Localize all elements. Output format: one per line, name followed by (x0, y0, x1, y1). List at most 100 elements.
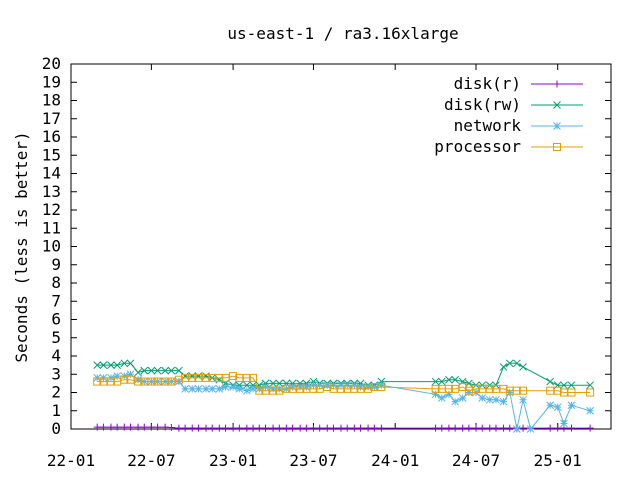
data-point (188, 384, 197, 393)
x-tick-label: 22-07 (127, 451, 175, 470)
y-tick-label: 12 (42, 200, 61, 219)
y-tick-label: 19 (42, 72, 61, 91)
data-point (188, 424, 196, 432)
data-point (167, 366, 176, 375)
data-point (567, 388, 576, 397)
data-point (269, 424, 277, 432)
data-point (120, 375, 129, 384)
data-point (505, 359, 514, 368)
data-point (445, 424, 453, 432)
data-point (202, 373, 210, 382)
legend-marker (553, 101, 561, 109)
data-point (229, 383, 237, 391)
legend-marker (553, 143, 561, 151)
data-point (323, 424, 331, 432)
y-tick-label: 6 (51, 310, 61, 329)
data-point (255, 424, 263, 432)
data-point (302, 424, 310, 432)
data-point (431, 390, 440, 399)
data-point (194, 384, 203, 393)
data-point (255, 386, 264, 395)
y-tick-label: 13 (42, 182, 61, 201)
data-point (99, 377, 108, 386)
x-tick-label: 22-01 (47, 451, 95, 470)
data-point (282, 384, 291, 393)
data-point (202, 384, 210, 393)
plot-frame (70, 63, 612, 430)
data-point (444, 384, 453, 393)
y-tick-label: 3 (51, 364, 61, 383)
data-point (222, 424, 230, 432)
data-point (377, 383, 386, 392)
data-point (519, 424, 527, 432)
data-point (147, 423, 155, 431)
data-point (309, 424, 317, 432)
x-tick-label: 24-07 (452, 451, 500, 470)
data-point (113, 372, 122, 380)
data-point (126, 359, 135, 368)
data-point (161, 366, 169, 375)
data-point (451, 424, 459, 432)
data-point (567, 381, 576, 390)
data-point (134, 375, 142, 384)
data-point (459, 424, 467, 432)
data-point (560, 419, 568, 428)
data-point (175, 366, 183, 375)
data-point (445, 375, 453, 384)
data-point (377, 381, 386, 390)
data-point (229, 424, 237, 432)
y-tick-label: 0 (51, 419, 61, 438)
data-point (215, 424, 223, 432)
data-point (188, 373, 197, 382)
data-point (288, 384, 297, 393)
y-tick-label: 8 (51, 273, 61, 292)
data-point (275, 424, 283, 432)
legend-label: disk(r) (454, 74, 521, 93)
data-point (140, 366, 149, 375)
data-point (451, 375, 459, 384)
data-point (519, 395, 527, 404)
y-tick-label: 1 (51, 401, 61, 420)
data-point (127, 423, 135, 431)
x-tick-label: 23-01 (209, 451, 257, 470)
data-point (478, 394, 487, 402)
data-point (559, 388, 568, 397)
data-point (167, 424, 175, 432)
data-point (249, 384, 257, 393)
data-point (215, 373, 224, 382)
data-point (465, 388, 473, 397)
data-point (356, 383, 365, 391)
data-point (153, 377, 162, 386)
data-point (269, 386, 278, 395)
data-point (249, 373, 258, 382)
data-point (181, 424, 189, 432)
data-point (107, 423, 115, 431)
data-point (167, 377, 176, 386)
data-point (519, 363, 527, 371)
data-point (337, 384, 345, 393)
legend-label: network (454, 116, 522, 135)
data-point (269, 379, 277, 388)
data-point (309, 384, 318, 393)
data-point (586, 406, 594, 415)
data-point (491, 384, 500, 393)
data-point (106, 377, 115, 386)
data-point (377, 424, 385, 432)
y-axis-label: Seconds (less is better) (12, 131, 31, 362)
data-point (113, 423, 121, 431)
data-point (350, 424, 358, 432)
data-point (154, 423, 162, 431)
data-point (261, 379, 270, 388)
y-tick-label: 18 (42, 91, 61, 110)
data-point (208, 424, 216, 432)
data-point (175, 377, 183, 386)
data-point (499, 384, 508, 393)
data-point (93, 377, 102, 386)
data-point (302, 383, 311, 391)
data-point (519, 386, 528, 395)
data-point (175, 424, 183, 432)
data-point (437, 394, 446, 402)
series-processor (93, 372, 595, 397)
data-point (261, 386, 270, 395)
data-point (451, 397, 459, 406)
